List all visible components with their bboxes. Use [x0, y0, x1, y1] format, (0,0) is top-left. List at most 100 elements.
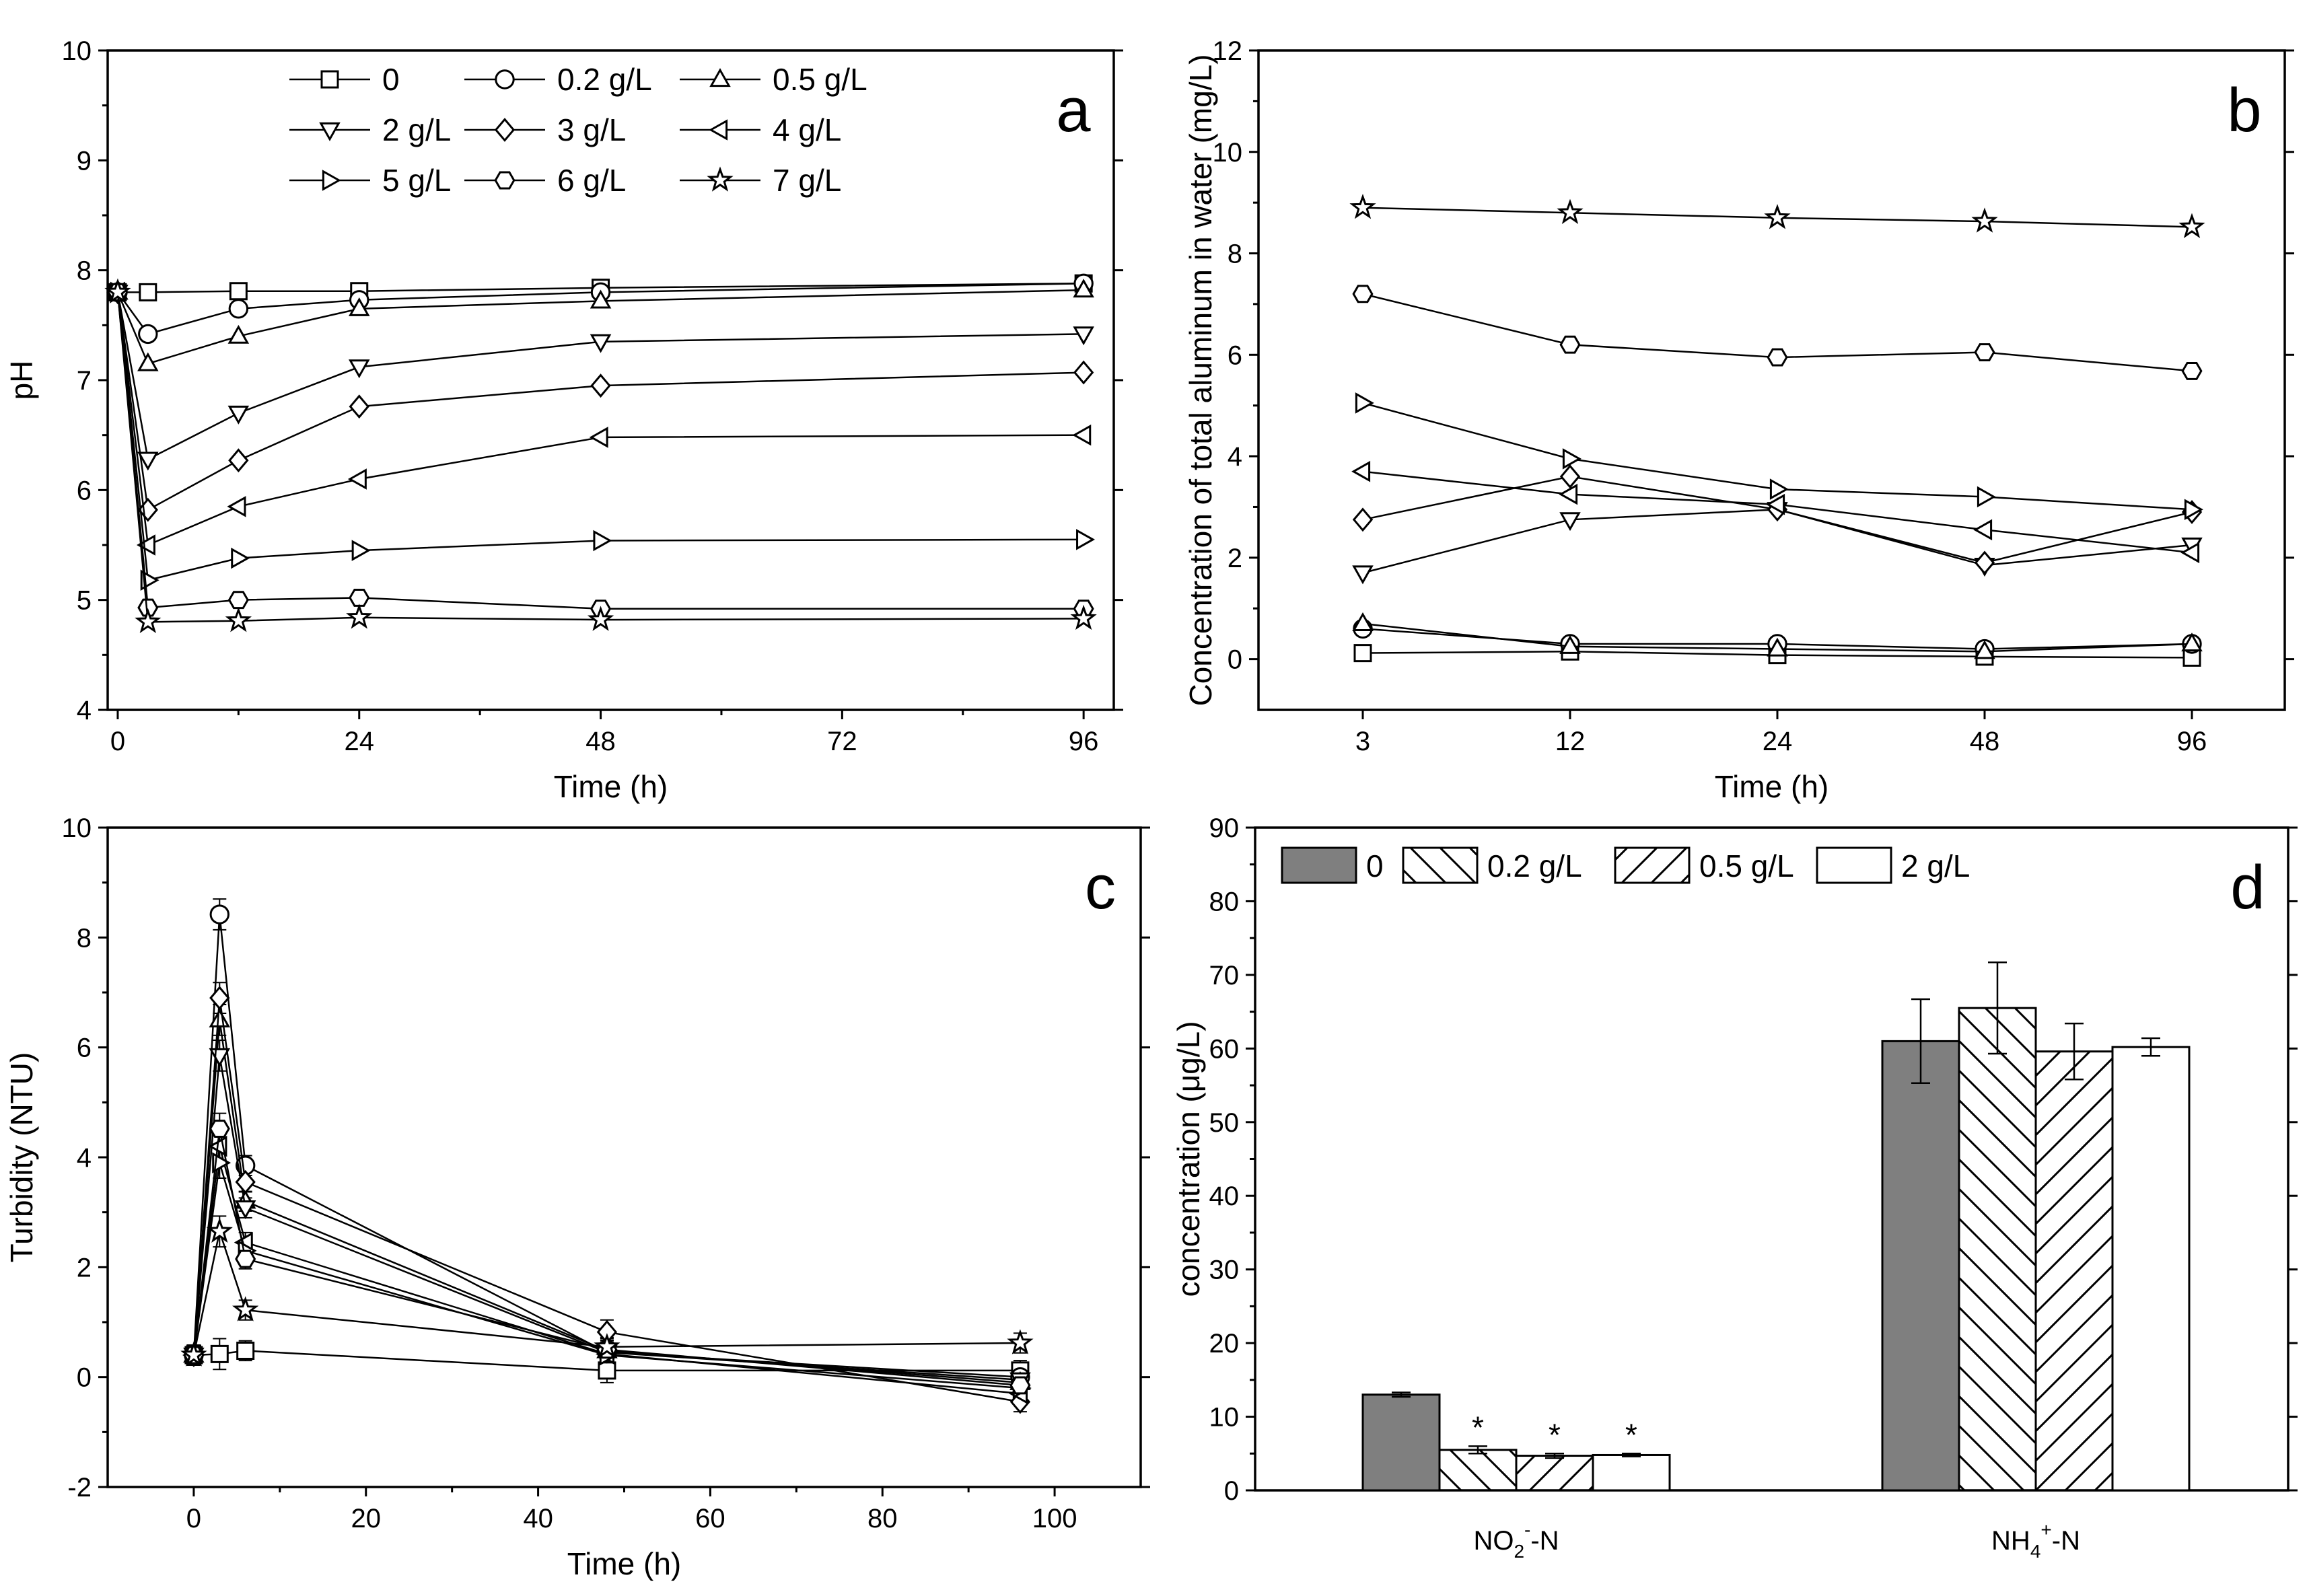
data-point [1072, 424, 1092, 446]
data-point [1352, 285, 1374, 303]
data-point [234, 1200, 256, 1219]
legend-marker [709, 68, 731, 87]
data-point [1973, 519, 1993, 541]
data-point [590, 373, 611, 398]
y-tick-label: 8 [77, 923, 92, 953]
data-point [228, 299, 249, 319]
data-point [236, 1341, 255, 1360]
y-axis-label: concentration (μg/L) [1171, 1021, 1206, 1297]
data-point [2184, 499, 2203, 520]
panel-letter: d [2230, 853, 2265, 922]
legend: 0 0.2 g/L 0.5 g/L 2 g/L 3 g/L 4 g/L 5 g/L 6 g/L… [289, 62, 867, 198]
y-tick-label: 4 [77, 696, 92, 725]
data-point [209, 1120, 230, 1138]
series-line [116, 292, 1084, 581]
data-point [1562, 448, 1582, 470]
legend-marker [320, 70, 339, 89]
legend-label: 2 g/L [1901, 848, 1970, 883]
data-point [348, 359, 370, 379]
series-triangle-up [107, 279, 1094, 371]
data-point [1559, 335, 1581, 354]
data-point [1352, 612, 1374, 631]
data-point [137, 598, 159, 617]
y-tick-label: 10 [62, 813, 92, 843]
y-tick-label: 12 [1213, 36, 1243, 66]
data-point [1073, 360, 1094, 385]
data-point [1766, 493, 1785, 515]
y-tick-label: 70 [1209, 961, 1240, 990]
legend-swatch [1402, 846, 1479, 884]
legend-marker [319, 122, 341, 141]
series-star [104, 278, 1097, 634]
y-tick-label: 50 [1209, 1108, 1240, 1138]
y-tick-label: 0 [1224, 1476, 1239, 1506]
bar [1592, 1453, 1671, 1492]
series-triangle-up [1352, 612, 2203, 659]
data-point [1559, 634, 1581, 654]
legend-label: 0.5 g/L [1699, 848, 1794, 883]
series-line [116, 292, 1084, 610]
legend-marker [495, 69, 515, 89]
series-diamond [107, 280, 1094, 522]
data-point [1073, 279, 1094, 298]
data-point [229, 282, 248, 301]
data-point [227, 496, 246, 517]
x-tick-label: 48 [1970, 727, 2000, 756]
legend-marker [322, 170, 341, 191]
x-tick-label: 100 [1032, 1504, 1077, 1533]
series-line [192, 914, 1020, 1378]
x-tick-label: 12 [1555, 727, 1586, 756]
plot-frame [106, 49, 1115, 711]
panel-c-turbidity-chart: -2 0 2 4 6 8 10 Turbidity (NTU) Time (h) c 0 20 40 60… [4, 813, 1150, 1581]
data-point [1352, 565, 1374, 585]
y-tick-label: 2 [77, 1253, 92, 1282]
data-point [589, 427, 608, 448]
data-point [590, 289, 612, 309]
series-line [116, 292, 1084, 546]
y-tick-label: 5 [77, 586, 92, 616]
legend-entry: 4 g/L [680, 112, 841, 147]
bar [1881, 1040, 1960, 1492]
y-tick-label: 7 [77, 366, 92, 396]
legend-label: 6 g/L [557, 163, 626, 198]
legend-entry: 0 [289, 62, 400, 97]
data-point [1767, 637, 1788, 657]
y-tick-label: 8 [77, 256, 92, 286]
legend-marker [707, 166, 734, 192]
bar [1958, 1007, 2037, 1492]
data-point [1007, 1329, 1034, 1354]
series-triangle-right [1355, 392, 2203, 520]
y-tick-label: 10 [1213, 138, 1243, 168]
bar [1515, 1455, 1594, 1492]
data-point [206, 1217, 233, 1243]
y-axis-label: Turbidity (NTU) [4, 1052, 39, 1263]
y-tick-label: 4 [77, 1143, 92, 1173]
data-point [1073, 326, 1094, 346]
data-point [212, 1152, 232, 1173]
x-category-label: NO2--N [1473, 1519, 1559, 1562]
legend-label: 0.2 g/L [1487, 848, 1582, 883]
y-tick-label: 6 [77, 1033, 92, 1063]
y-tick-label: 80 [1209, 887, 1240, 916]
y-tick-label: 6 [1228, 340, 1242, 370]
data-point [1353, 644, 1372, 663]
series-line [116, 292, 1084, 511]
data-point [1769, 478, 1789, 500]
data-point [351, 540, 371, 561]
data-point [180, 1341, 207, 1367]
legend-entry: 2 g/L [1816, 846, 1970, 884]
significance-mark: * [1549, 1417, 1561, 1452]
legend-entry: 0 [1281, 846, 1384, 884]
legend-marker [494, 171, 516, 190]
data-point [1764, 204, 1791, 229]
series-line [116, 292, 1084, 623]
y-tick-label: 0 [1228, 645, 1242, 675]
x-tick-label: 24 [345, 727, 375, 756]
series-triangle-left [106, 281, 1092, 556]
significance-mark: * [1625, 1417, 1637, 1452]
data-point [1355, 392, 1374, 414]
y-tick-label: 4 [1228, 442, 1242, 472]
panel-a-ph-chart: 4 5 6 7 8 9 10 pH Time (h) a 0 24 48 72 96 0 0.2 g/L 0.5 … [4, 36, 1123, 804]
